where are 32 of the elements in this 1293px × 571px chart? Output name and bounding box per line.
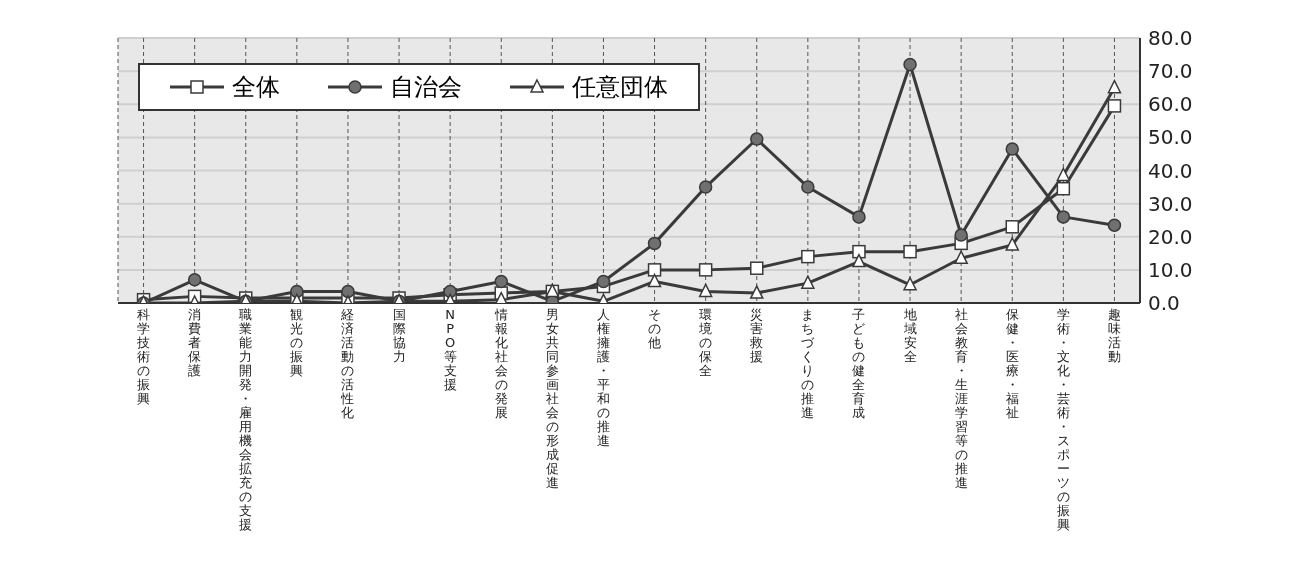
x-tick-label: 経済活動の活性化	[340, 307, 355, 420]
category-label: 学術・文化・芸術・スポーツの振興	[1056, 307, 1070, 532]
y-tick-label: 20.0	[1148, 224, 1193, 249]
x-tick-label: 子どもの健全育成	[852, 307, 866, 420]
y-tick-label: 50.0	[1148, 125, 1193, 150]
x-tick-label: 国際協力	[392, 307, 406, 364]
y-tick-label: 30.0	[1148, 191, 1193, 216]
category-label: 社会教育・生涯学習等の推進	[954, 307, 968, 490]
x-tick-label: NPO等支援	[443, 307, 457, 392]
category-label: 人権擁護・平和の推進	[596, 307, 610, 448]
x-tick-label: 消費者保護	[188, 307, 202, 378]
legend-label: 任意団体	[572, 72, 668, 103]
x-tick-label: 保健・医療・福祉	[1005, 307, 1019, 420]
category-label: 職業能力開発・雇用機会拡充の支援	[239, 307, 253, 532]
legend-label: 全体	[232, 72, 280, 103]
x-tick-label: 環境の保全	[698, 307, 713, 378]
y-tick-label: 0.0	[1148, 291, 1180, 316]
x-tick-label: その他	[648, 307, 662, 350]
y-tick-label: 60.0	[1148, 92, 1193, 117]
x-tick-label: 災害救援	[749, 307, 764, 364]
legend-label: 自治会	[390, 72, 462, 103]
x-tick-label: まちづくりの推進	[801, 307, 816, 420]
x-tick-label: 観光の振興	[290, 307, 304, 378]
x-tick-label: 趣味活動	[1107, 307, 1121, 364]
category-label: 男女共同参画社会の形成促進	[545, 307, 559, 490]
y-tick-label: 40.0	[1148, 158, 1193, 183]
x-tick-label: 科学技術の振興	[136, 307, 151, 406]
y-tick-label: 70.0	[1148, 59, 1193, 84]
x-tick-label: 情報化社会の発展	[493, 307, 508, 420]
y-tick-label: 10.0	[1148, 257, 1193, 282]
y-tick-label: 80.0	[1148, 26, 1193, 51]
x-tick-label: 地域安全	[902, 307, 917, 364]
